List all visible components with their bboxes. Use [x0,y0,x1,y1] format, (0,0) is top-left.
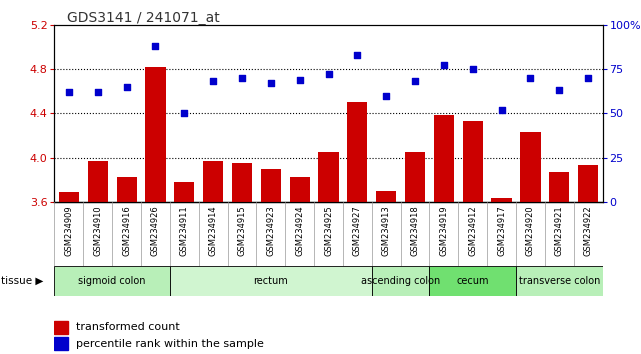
Text: GSM234915: GSM234915 [237,205,247,256]
Point [467,66,478,72]
Text: GSM234911: GSM234911 [179,205,189,256]
Bar [54,266,170,296]
Bar [59,192,79,202]
Bar [146,67,165,202]
Text: GSM234923: GSM234923 [266,205,276,256]
Bar [492,199,512,202]
Point [353,52,363,58]
Bar [347,102,367,202]
Point [64,89,74,95]
Text: GSM234926: GSM234926 [151,205,160,256]
Bar [463,121,483,202]
Bar [434,115,454,202]
Text: sigmoid colon: sigmoid colon [78,275,146,286]
Bar [117,177,137,202]
Text: transverse colon: transverse colon [519,275,600,286]
Bar [516,266,603,296]
Bar [290,177,310,202]
Bar [376,191,396,202]
Bar [372,266,429,296]
Text: GSM234924: GSM234924 [295,205,304,256]
Text: GSM234916: GSM234916 [122,205,131,256]
Text: tissue ▶: tissue ▶ [1,275,43,286]
Bar [520,132,540,202]
Text: transformed count: transformed count [76,322,180,332]
Text: GSM234912: GSM234912 [468,205,478,256]
Point [438,63,449,68]
Bar [88,161,108,202]
Text: GSM234927: GSM234927 [353,205,362,256]
Bar [405,152,425,202]
Text: GSM234914: GSM234914 [208,205,218,256]
Bar [232,163,252,202]
Text: rectum: rectum [253,275,288,286]
Bar [261,169,281,202]
Text: GDS3141 / 241071_at: GDS3141 / 241071_at [67,11,220,25]
Text: percentile rank within the sample: percentile rank within the sample [76,339,264,349]
Text: GSM234919: GSM234919 [439,205,449,256]
Text: GSM234909: GSM234909 [64,205,74,256]
Point [381,93,391,98]
Text: GSM234917: GSM234917 [497,205,506,256]
Point [496,107,506,113]
Point [323,72,333,77]
Text: GSM234922: GSM234922 [583,205,593,256]
Point [294,77,305,82]
Point [122,84,132,90]
Point [554,87,564,93]
Bar [174,182,194,202]
Text: GSM234913: GSM234913 [381,205,391,256]
Text: GSM234918: GSM234918 [410,205,420,256]
Point [237,75,247,81]
Bar [319,152,338,202]
Point [208,79,218,84]
Point [525,75,535,81]
Bar [54,321,68,333]
Text: ascending colon: ascending colon [361,275,440,286]
Bar [170,266,372,296]
Point [410,79,420,84]
Bar [54,337,68,350]
Bar [429,266,516,296]
Text: GSM234920: GSM234920 [526,205,535,256]
Point [179,110,190,116]
Bar [578,165,598,202]
Point [93,89,103,95]
Text: GSM234925: GSM234925 [324,205,333,256]
Bar [549,172,569,202]
Point [150,43,160,49]
Point [583,75,594,81]
Text: cecum: cecum [456,275,489,286]
Text: GSM234910: GSM234910 [93,205,103,256]
Point [265,80,276,86]
Bar [203,161,223,202]
Text: GSM234921: GSM234921 [554,205,564,256]
